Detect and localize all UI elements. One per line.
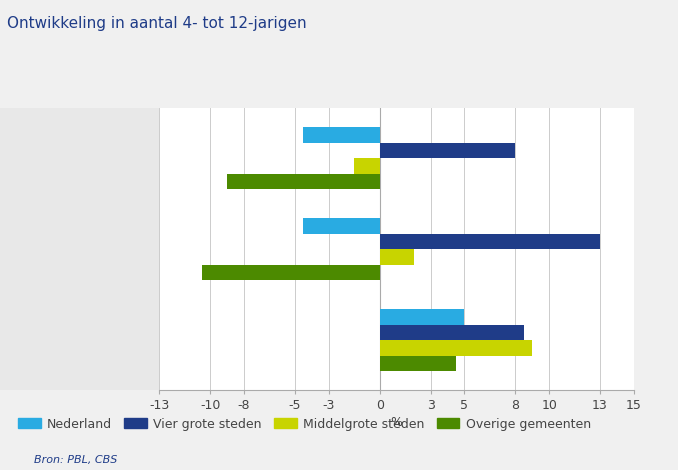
Bar	[380, 234, 600, 249]
Bar	[303, 218, 380, 234]
Bar	[380, 309, 464, 325]
Bar	[227, 173, 380, 189]
Text: Bron: PBL, CBS: Bron: PBL, CBS	[34, 455, 117, 465]
X-axis label: %: %	[391, 416, 403, 429]
Bar	[380, 143, 515, 158]
Text: Ontwikkeling in aantal 4- tot 12-jarigen: Ontwikkeling in aantal 4- tot 12-jarigen	[7, 16, 306, 31]
Bar	[303, 127, 380, 143]
Bar	[380, 325, 523, 340]
Bar	[354, 158, 380, 173]
Bar	[380, 249, 414, 265]
Legend: Nederland, Vier grote steden, Middelgrote steden, Overige gemeenten: Nederland, Vier grote steden, Middelgrot…	[13, 413, 596, 436]
Bar	[380, 355, 456, 371]
Bar	[201, 265, 380, 280]
Bar	[380, 340, 532, 355]
